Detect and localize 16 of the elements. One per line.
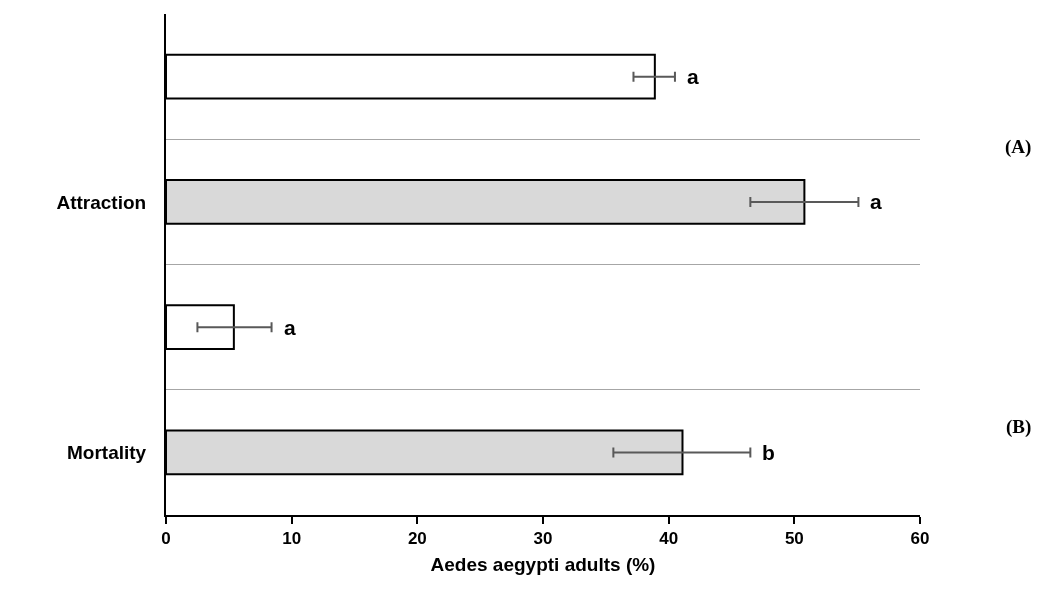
x-tick-label: 60 <box>910 529 930 549</box>
x-tick-label: 30 <box>533 529 553 549</box>
y-tick-label: Mortality <box>67 442 147 464</box>
text: (A) <box>1005 136 1032 158</box>
y-tick-label: Attraction <box>56 191 147 213</box>
x-tick-label: 0 <box>161 529 171 549</box>
x-axis-title: Aedes aegypti adults (%) <box>430 553 656 575</box>
text: (B) <box>1006 416 1032 438</box>
x-tick-label: 10 <box>282 529 302 549</box>
x-tick-label: 20 <box>407 529 427 549</box>
annotation: a <box>284 316 296 339</box>
annotation: b <box>762 441 775 464</box>
x-tick-label: 40 <box>659 529 679 549</box>
annotation: a <box>687 65 699 88</box>
annotation: a <box>870 190 882 213</box>
x-tick-label: 50 <box>784 529 804 549</box>
